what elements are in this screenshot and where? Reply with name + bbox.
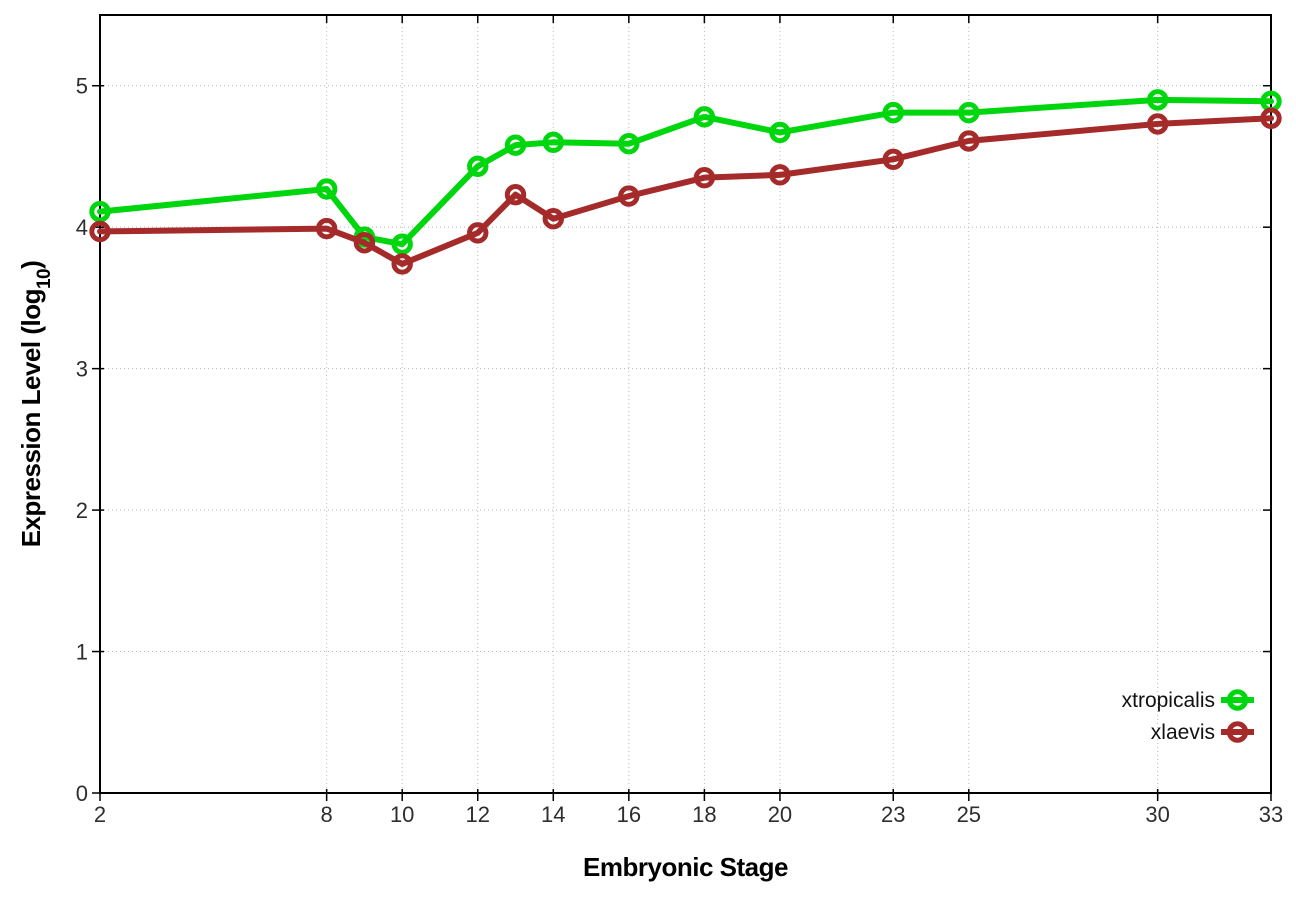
legend-marker-xlaevis — [1226, 721, 1249, 743]
tick-marks — [92, 15, 1272, 801]
series-xtropicalis-marker — [882, 101, 904, 124]
series-xlaevis-marker — [1146, 113, 1169, 135]
x-axis-title: Embryonic Stage — [583, 852, 788, 882]
x-tick-label: 10 — [390, 802, 414, 827]
series-xlaevis-marker — [882, 148, 904, 170]
series-xlaevis — [89, 107, 1282, 275]
y-tick-label: 0 — [76, 781, 88, 806]
series-xlaevis-marker — [353, 232, 376, 254]
series-xlaevis-marker — [693, 166, 716, 189]
series-xtropicalis-marker — [693, 106, 716, 128]
x-tick-label: 16 — [617, 802, 641, 827]
y-axis-title-text: Expression Level (log — [15, 289, 46, 548]
series-xlaevis-marker — [89, 220, 111, 243]
series-xtropicalis-marker — [958, 101, 980, 124]
x-tick-label: 18 — [692, 802, 716, 827]
x-tick-label: 14 — [541, 802, 565, 827]
series-xlaevis-marker — [958, 130, 980, 152]
series-xlaevis-marker — [467, 222, 489, 244]
series-xtropicalis-marker — [89, 200, 111, 223]
legend: xtropicalis xlaevis — [1122, 689, 1254, 744]
series-xtropicalis-marker — [1146, 89, 1169, 111]
legend-entry-xlaevis: xlaevis — [1151, 721, 1254, 744]
series-xlaevis-marker — [542, 207, 564, 230]
x-tick-label: 33 — [1259, 802, 1283, 827]
legend-label-xlaevis: xlaevis — [1151, 721, 1215, 744]
x-tick-label: 12 — [465, 802, 489, 827]
gridlines — [100, 15, 1272, 793]
y-axis-title: Expression Level (log10) — [15, 260, 56, 548]
x-tick-label: 25 — [957, 802, 981, 827]
series-xtropicalis-marker — [391, 233, 413, 255]
y-axis-title-subscript: 10 — [34, 268, 56, 290]
series-xtropicalis-marker — [504, 134, 527, 156]
legend-marker-xtropicalis — [1226, 689, 1249, 711]
plot-border — [99, 14, 1272, 794]
series-xlaevis-marker — [391, 253, 413, 275]
series-xtropicalis-marker — [315, 178, 338, 200]
y-tick-label: 2 — [76, 498, 88, 523]
series-xlaevis-marker — [618, 185, 640, 207]
x-tick-label: 2 — [94, 802, 106, 827]
legend-entry-xtropicalis: xtropicalis — [1122, 689, 1254, 712]
x-tick-label: 8 — [321, 802, 333, 827]
x-tick-label: 23 — [881, 802, 905, 827]
series-xlaevis-marker — [1260, 107, 1282, 129]
series-xtropicalis-marker — [542, 131, 564, 154]
y-tick-label: 1 — [76, 640, 88, 665]
x-tick-label: 20 — [768, 802, 792, 827]
series-xtropicalis-line — [97, 96, 1274, 248]
series-xlaevis-marker — [315, 217, 338, 240]
series-xlaevis-marker — [504, 183, 527, 206]
series-xtropicalis-marker — [618, 133, 640, 155]
y-tick-label: 4 — [76, 215, 88, 240]
y-tick-label: 5 — [76, 74, 88, 99]
legend-label-xtropicalis: xtropicalis — [1122, 689, 1215, 712]
series-xlaevis-marker — [769, 164, 791, 186]
x-tick-label: 30 — [1145, 802, 1169, 827]
y-tick-label: 3 — [76, 357, 88, 382]
y-axis-title-close: ) — [15, 260, 46, 269]
series-xtropicalis-marker — [467, 155, 489, 178]
series-xtropicalis-marker — [769, 121, 791, 144]
